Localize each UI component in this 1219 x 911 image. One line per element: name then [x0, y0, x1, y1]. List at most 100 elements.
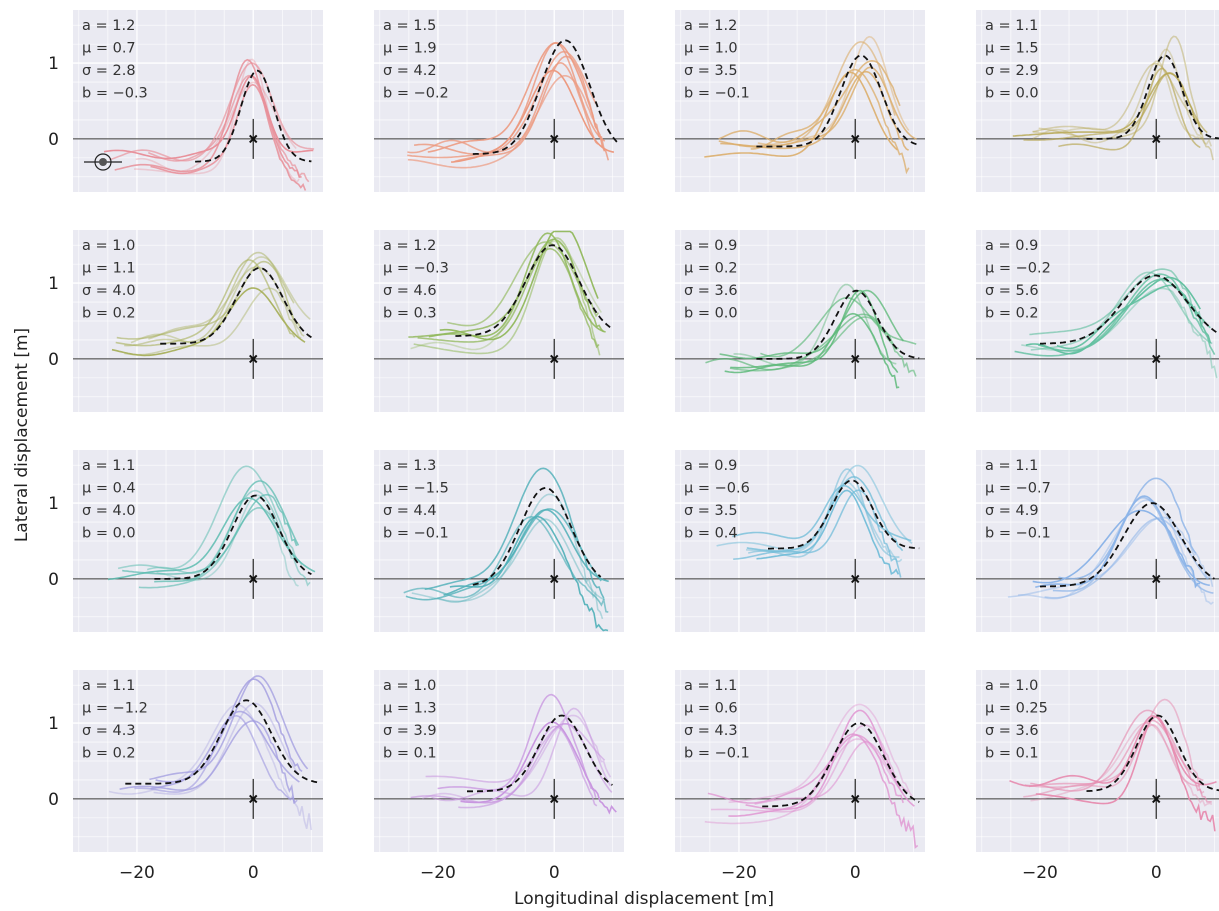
panel-7: a = 0.9 μ = 0.2 σ = 3.6 b = 0.0 [675, 230, 925, 412]
param-label: μ = 1.0 [684, 41, 738, 57]
ego-vehicle-icon [84, 153, 122, 171]
param-label: b = 0.2 [985, 306, 1039, 322]
panel-13: a = 1.1 μ = −1.2 σ = 4.3 b = 0.2 0 1 −20 0 [48, 670, 323, 883]
param-label: a = 1.3 [383, 458, 436, 474]
param-label: b = −0.1 [985, 526, 1051, 542]
y-tick-label: 1 [48, 494, 59, 514]
trajectory-line [134, 714, 298, 804]
trajectory-line [119, 720, 295, 804]
obstacle-marker [249, 794, 258, 804]
trajectory-line [754, 740, 909, 805]
trajectory-line [757, 41, 896, 146]
trajectory-line [1024, 698, 1205, 795]
param-label: σ = 2.9 [985, 63, 1039, 79]
trajectory-line [417, 247, 600, 349]
param-label: b = −0.2 [383, 86, 449, 102]
param-label: μ = −0.7 [985, 481, 1051, 497]
obstacle-marker [1152, 574, 1161, 584]
param-label: μ = −1.5 [383, 481, 449, 497]
param-label: σ = 3.6 [985, 723, 1039, 739]
panel-3: a = 1.2 μ = 1.0 σ = 3.5 b = −0.1 [675, 10, 925, 192]
trajectory-line [147, 74, 310, 183]
panel-grid: a = 1.2 μ = 0.7 σ = 2.8 b = −0.3 0 1 a = 1.5 μ … [48, 10, 1219, 883]
param-label: σ = 3.6 [684, 283, 738, 299]
trajectory-line [447, 241, 600, 327]
param-label: a = 1.0 [383, 678, 436, 694]
trajectory-line [407, 75, 598, 169]
param-label: b = 0.1 [985, 746, 1039, 762]
obstacle-marker [550, 354, 559, 364]
trajectory-line [724, 312, 900, 389]
gaussian-fit-line [455, 244, 613, 337]
panel-9: a = 1.1 μ = 0.4 σ = 4.0 b = 0.0 0 1 [48, 450, 323, 632]
trajectory-line [150, 83, 302, 178]
panel-4: a = 1.1 μ = 1.5 σ = 2.9 b = 0.0 [976, 10, 1219, 192]
trajectory-line [103, 75, 314, 160]
y-tick-label: 1 [48, 714, 59, 734]
param-label: σ = 4.4 [383, 503, 437, 519]
trajectory-line [1012, 72, 1202, 137]
trajectory-line [1009, 715, 1217, 787]
panel-8: a = 0.9 μ = −0.2 σ = 5.6 b = 0.2 [976, 230, 1219, 412]
trajectory-line [1038, 35, 1214, 161]
trajectory-line [111, 287, 306, 357]
param-label: b = −0.1 [383, 526, 449, 542]
gaussian-fit-line [1086, 54, 1219, 140]
trajectory-line [413, 237, 601, 356]
param-label: μ = 1.1 [82, 261, 136, 277]
trajectory-line [1032, 48, 1213, 147]
trajectory-line [424, 467, 605, 599]
gaussian-fit-line [472, 39, 619, 155]
x-tick-label: 0 [549, 863, 560, 883]
obstacle-marker [851, 134, 860, 144]
param-label: b = −0.3 [82, 86, 148, 102]
gaussian-fit-line [195, 69, 312, 163]
obstacle-marker [851, 354, 860, 364]
trajectory-line [437, 518, 606, 603]
y-tick-label: 0 [48, 570, 59, 590]
param-label: b = −0.1 [684, 86, 750, 102]
param-label: b = 0.0 [985, 86, 1039, 102]
param-label: μ = 0.25 [985, 701, 1048, 717]
y-tick-label: 0 [48, 350, 59, 370]
trajectory-line [756, 489, 900, 576]
trajectory-line [449, 515, 609, 632]
param-label: b = 0.2 [82, 306, 136, 322]
obstacle-marker [249, 354, 258, 364]
panel-15: a = 1.1 μ = 0.6 σ = 4.3 b = −0.1 −20 0 [675, 670, 925, 883]
param-label: b = 0.0 [684, 306, 738, 322]
param-label: a = 1.1 [684, 678, 737, 694]
panel-12: a = 1.1 μ = −0.7 σ = 4.9 b = −0.1 [976, 450, 1219, 632]
trajectory-line [731, 484, 912, 542]
trajectory-line [431, 707, 612, 802]
x-axis-title: Longitudinal displacement [m] [514, 889, 774, 909]
gaussian-fit-line [154, 494, 312, 580]
param-label: μ = 0.6 [684, 701, 738, 717]
gaussian-fit-line [467, 714, 613, 793]
trajectory-line [437, 693, 597, 798]
gaussian-fit-line [1040, 274, 1219, 345]
param-label: a = 1.2 [383, 238, 436, 254]
param-label: σ = 5.6 [985, 283, 1039, 299]
trajectory-line [705, 313, 899, 371]
trajectory-line [704, 738, 904, 825]
param-label: b = 0.2 [82, 746, 136, 762]
obstacle-marker [249, 134, 258, 144]
param-label: σ = 3.9 [383, 723, 437, 739]
trajectory-line [149, 675, 309, 781]
obstacle-marker [1152, 794, 1161, 804]
trajectory-line [153, 702, 299, 795]
gaussian-fit-line [160, 266, 312, 345]
trajectory-line [138, 506, 298, 589]
param-label: σ = 3.5 [684, 503, 738, 519]
param-label: b = 0.0 [82, 526, 136, 542]
param-label: b = 0.1 [383, 746, 437, 762]
trajectory-line [1044, 517, 1209, 599]
trajectory-line [407, 50, 597, 154]
param-label: μ = 1.9 [383, 41, 437, 57]
param-label: b = −0.1 [684, 746, 750, 762]
panel-11: a = 0.9 μ = −0.6 σ = 3.5 b = 0.4 [675, 450, 925, 632]
param-label: σ = 4.0 [82, 503, 136, 519]
trajectory-line [115, 259, 296, 347]
